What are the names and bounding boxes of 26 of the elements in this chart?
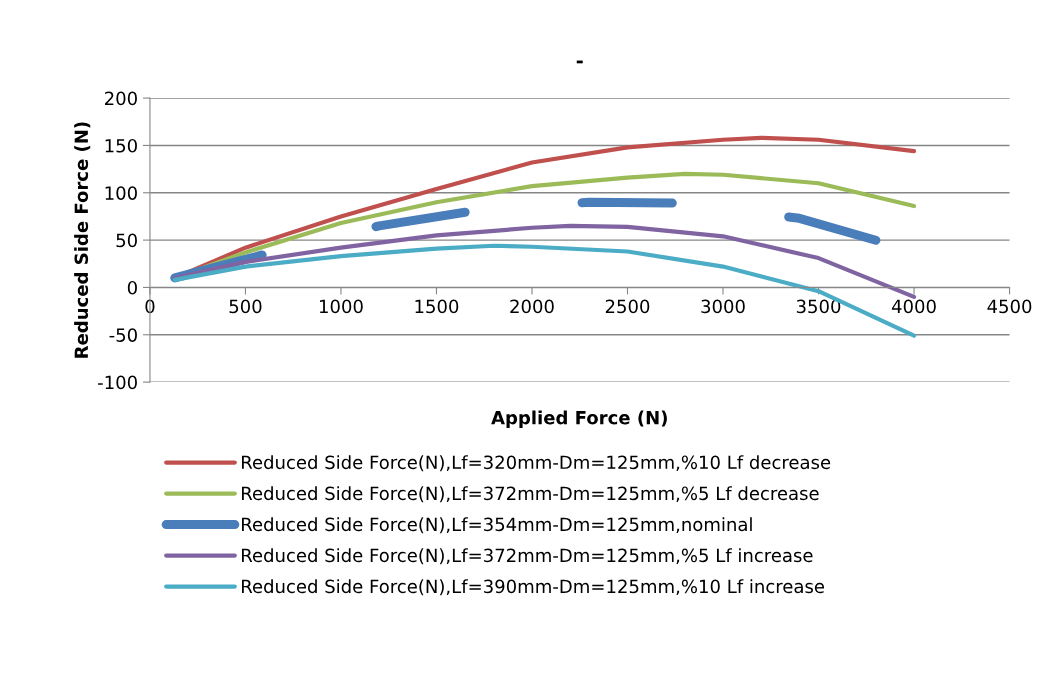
y-tick-label: 150 [105,138,137,153]
x-tick-label: 4500 [987,299,1032,314]
x-tick-label: 3500 [796,299,841,314]
x-tick-label: 4000 [891,299,936,314]
chart-title: - [576,60,583,64]
x-tick-label: 0 [145,299,155,314]
y-tick-label: 0 [127,280,137,295]
y-tick-label: -100 [98,375,137,390]
legend-label: Reduced Side Force(N),Lf=390mm-Dm=125mm,%10 Lf increase [242,579,825,596]
y-tick-label: 50 [116,233,137,248]
legend-label: Reduced Side Force(N),Lf=372mm-Dm=125mm,%5 Lf decrease [242,486,819,503]
legend-label: Reduced Side Force(N),Lf=320mm-Dm=125mm,%10 Lf decrease [242,455,831,472]
line-series [172,223,917,299]
x-tick-label: 2500 [605,299,650,314]
y-tick-label: 100 [105,186,137,200]
x-tick-label: 2000 [510,299,554,314]
y-axis-title: Reduced Side Force (N) [74,122,91,358]
y-tick-label: -50 [109,328,137,342]
x-axis-title: Applied Force (N) [491,410,667,428]
y-tick-label: 200 [105,91,137,106]
legend-label: Reduced Side Force(N),Lf=354mm-Dm=125mm,nominal [242,517,752,534]
x-tick-label: 1500 [415,299,459,314]
x-tick-label: 3000 [701,299,745,314]
x-tick-label: 500 [229,299,262,314]
x-tick-label: 1000 [319,299,363,314]
legend-label: Reduced Side Force(N),Lf=372mm-Dm=125mm,%5 Lf increase [242,548,813,565]
